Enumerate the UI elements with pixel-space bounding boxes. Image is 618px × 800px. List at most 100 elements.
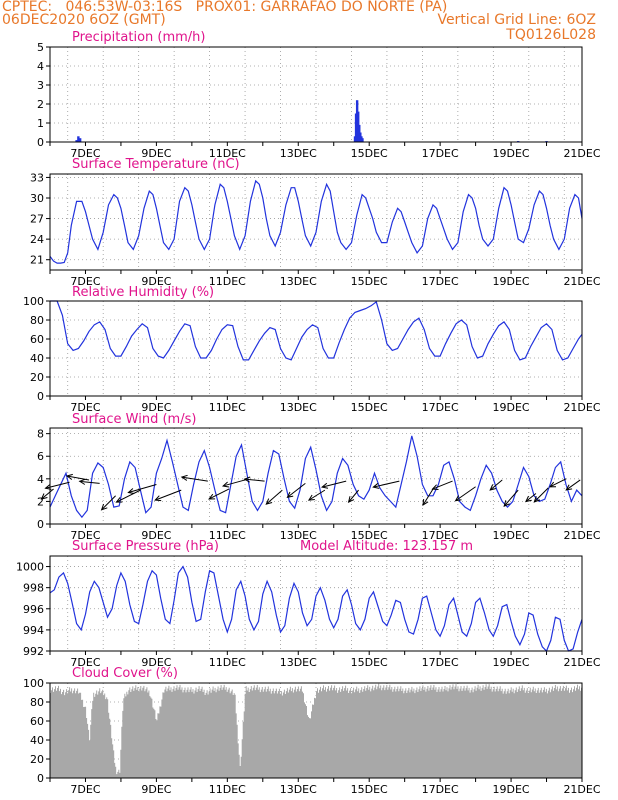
- wind-title: Surface Wind (m/s): [72, 412, 197, 427]
- precip-bar: [78, 138, 82, 142]
- y-tick-label: 20: [30, 753, 44, 766]
- wind-arrow: [101, 495, 116, 511]
- rh-series-line: [50, 300, 583, 361]
- x-tick-label: 13DEC: [280, 656, 317, 669]
- x-tick-label: 9DEC: [141, 147, 171, 160]
- wind-arrow-head: [372, 482, 380, 489]
- wind-arrow: [66, 475, 90, 481]
- wind-arrow: [128, 483, 157, 493]
- wind-arrow-head: [307, 494, 315, 501]
- x-tick-label: 19DEC: [493, 401, 530, 414]
- wind-arrow-head: [100, 503, 108, 511]
- x-tick-label: 19DEC: [493, 147, 530, 160]
- y-tick-label: 996: [23, 603, 44, 616]
- x-tick-label: 17DEC: [422, 529, 459, 542]
- x-tick-label: 7DEC: [70, 656, 100, 669]
- header-grid-note: Vertical Grid Line: 6OZ: [437, 12, 596, 28]
- x-tick-label: 17DEC: [422, 147, 459, 160]
- wind-arrow: [116, 489, 141, 503]
- y-tick-label: 20: [30, 371, 44, 384]
- wind-arrow-head: [565, 484, 573, 491]
- wind-arrow-head: [65, 473, 73, 480]
- wind-arrow-head: [44, 484, 52, 490]
- x-tick-label: 17DEC: [422, 401, 459, 414]
- header-code: TQ0126L028: [506, 27, 596, 43]
- wind-series-line: [49, 435, 583, 519]
- y-tick-label: 8: [37, 428, 44, 441]
- y-tick-label: 0: [37, 390, 44, 403]
- x-tick-label: 11DEC: [209, 783, 246, 796]
- temp-panel: 21 24 27 30 33 7DEC 9DEC 11DEC 13DEC 15DEC 17DEC 19…: [30, 171, 601, 288]
- pres-panel: 992 994 996 998 1000 7DEC 9DEC 11DEC 13DEC 15DEC 1…: [16, 555, 601, 669]
- x-tick-label: 21DEC: [563, 656, 600, 669]
- y-tick-label: 2: [37, 495, 44, 508]
- y-tick-label: 27: [30, 213, 44, 226]
- x-tick-label: 15DEC: [351, 783, 388, 796]
- wind-arrow: [265, 489, 283, 505]
- x-tick-label: 7DEC: [70, 783, 100, 796]
- y-tick-label: 4: [37, 473, 44, 486]
- wind-arrow-head: [525, 495, 532, 503]
- wind-arrow: [308, 489, 326, 501]
- x-tick-label: 9DEC: [141, 783, 171, 796]
- y-tick-label: 3: [37, 79, 44, 92]
- wind-arrow-head: [533, 496, 541, 503]
- x-tick-label: 19DEC: [493, 656, 530, 669]
- rh-panel: 0 20 40 60 80 100 7DEC 9DEC 11DEC 13DEC 15DEC 17DEC…: [23, 295, 601, 414]
- header-station: CPTEC: 046:53W-03:16S PROX01: GARRAFAO D…: [2, 0, 448, 15]
- x-tick-label: 7DEC: [70, 275, 100, 288]
- wind-arrow: [489, 479, 503, 491]
- x-tick-label: 15DEC: [351, 529, 388, 542]
- x-tick-label: 7DEC: [70, 401, 100, 414]
- y-tick-label: 6: [37, 450, 44, 463]
- y-tick-label: 1000: [16, 561, 44, 574]
- y-tick-label: 998: [23, 582, 44, 595]
- wind-arrow-head: [503, 500, 510, 507]
- wind-arrow-head: [431, 484, 439, 490]
- x-tick-label: 7DEC: [70, 529, 100, 542]
- wind-arrow-head: [320, 482, 329, 489]
- x-tick-label: 13DEC: [280, 147, 317, 160]
- cloud-panel: 0 20 40 60 80 100 7DEC 9DEC 11DEC 13DEC 15DEC 17DEC…: [23, 677, 601, 796]
- pres-series-line: [49, 565, 583, 653]
- x-tick-label: 21DEC: [563, 275, 600, 288]
- x-tick-label: 15DEC: [351, 401, 388, 414]
- wind-arrow: [549, 478, 567, 488]
- wind-arrow: [181, 476, 208, 482]
- cloud-area: [50, 683, 582, 778]
- wind-arrow: [525, 493, 537, 502]
- pres-title: Surface Pressure (hPa): [72, 539, 219, 554]
- wind-arrow-head: [221, 481, 230, 488]
- wind-panel: 0 2 4 6 8 7DEC 9DEC 11DEC 13DEC 15DEC 17DEC 19DEC 21…: [37, 427, 601, 542]
- y-tick-label: 2: [37, 98, 44, 111]
- x-tick-label: 11DEC: [209, 275, 246, 288]
- x-tick-label: 11DEC: [209, 147, 246, 160]
- wind-arrow-head: [127, 488, 135, 494]
- x-tick-label: 11DEC: [209, 656, 246, 669]
- precip-panel: 0 1 2 3 4 5 7DEC 9DEC 11DEC 13DEC 15DEC 17DEC 19DEC 2…: [37, 41, 601, 160]
- x-tick-label: 21DEC: [563, 529, 600, 542]
- model-altitude: Model Altitude: 123.157 m: [300, 539, 474, 554]
- wind-arrow: [79, 480, 100, 484]
- wind-arrow: [503, 489, 519, 507]
- y-tick-label: 4: [37, 60, 44, 73]
- wind-arrow: [41, 488, 54, 500]
- wind-arrow-head: [154, 495, 162, 502]
- panel-frame: [49, 173, 583, 271]
- precip-bar: [75, 140, 78, 142]
- y-tick-label: 40: [30, 734, 44, 747]
- y-tick-label: 1: [37, 117, 44, 130]
- x-tick-label: 13DEC: [280, 401, 317, 414]
- y-tick-label: 100: [23, 677, 44, 690]
- x-tick-label: 21DEC: [563, 783, 600, 796]
- x-tick-label: 9DEC: [141, 401, 171, 414]
- wind-arrow: [373, 480, 400, 488]
- y-tick-label: 0: [37, 136, 44, 149]
- wind-arrow-head: [40, 493, 48, 500]
- wind-arrow: [222, 479, 246, 487]
- wind-arrow-head: [265, 498, 273, 505]
- wind-arrow-head: [286, 491, 294, 498]
- wind-arrow-head: [548, 481, 557, 488]
- precip-title: Precipitation (mm/h): [72, 30, 206, 45]
